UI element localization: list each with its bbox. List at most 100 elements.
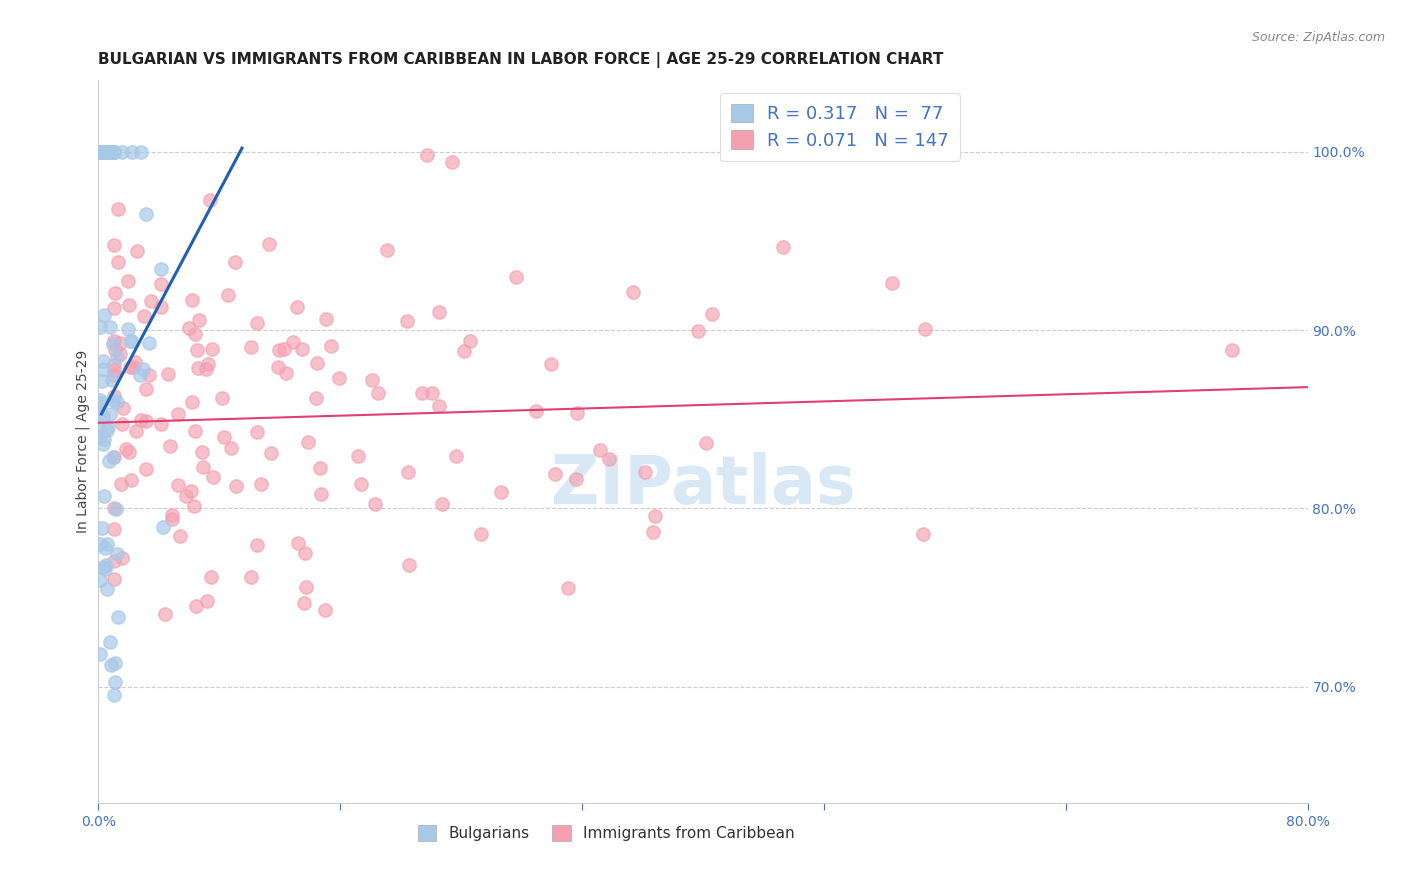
Point	[444, 449, 467, 463]
Point	[89, 537, 111, 551]
Point	[103, 450, 125, 465]
Point	[115, 442, 138, 456]
Point	[103, 145, 125, 159]
Point	[489, 485, 512, 500]
Point	[211, 391, 233, 405]
Point	[914, 321, 936, 335]
Point	[103, 554, 125, 568]
Point	[305, 356, 328, 370]
Point	[183, 499, 205, 513]
Point	[98, 634, 121, 648]
Point	[111, 401, 134, 416]
Point	[157, 367, 180, 381]
Point	[249, 477, 271, 491]
Point	[90, 145, 112, 159]
Point	[214, 430, 236, 444]
Point	[117, 274, 139, 288]
Point	[93, 145, 115, 159]
Point	[104, 656, 127, 670]
Point	[160, 512, 183, 526]
Point	[686, 324, 709, 338]
Point	[347, 449, 370, 463]
Point	[772, 240, 794, 254]
Point	[297, 435, 319, 450]
Point	[291, 343, 314, 357]
Point	[93, 489, 115, 503]
Point	[150, 262, 173, 277]
Point	[98, 407, 121, 421]
Point	[430, 497, 453, 511]
Legend: Bulgarians, Immigrants from Caribbean: Bulgarians, Immigrants from Caribbean	[412, 819, 801, 847]
Point	[111, 417, 134, 431]
Point	[89, 145, 111, 159]
Point	[91, 145, 114, 159]
Point	[94, 541, 117, 555]
Point	[138, 368, 160, 383]
Point	[89, 145, 111, 159]
Point	[89, 573, 111, 587]
Point	[152, 519, 174, 533]
Point	[118, 359, 141, 374]
Point	[183, 327, 205, 342]
Text: ZIPatlas: ZIPatlas	[551, 452, 855, 518]
Point	[90, 396, 112, 410]
Point	[470, 527, 492, 541]
Point	[97, 145, 120, 159]
Point	[91, 145, 114, 159]
Point	[295, 581, 318, 595]
Point	[588, 442, 610, 457]
Point	[96, 558, 118, 572]
Point	[90, 145, 112, 159]
Point	[186, 343, 208, 357]
Point	[176, 489, 198, 503]
Point	[132, 309, 155, 323]
Point	[104, 674, 127, 689]
Point	[420, 386, 443, 401]
Point	[129, 413, 152, 427]
Point	[135, 461, 157, 475]
Point	[89, 407, 111, 421]
Point	[544, 467, 567, 482]
Point	[200, 570, 222, 584]
Point	[411, 385, 433, 400]
Point	[150, 277, 173, 291]
Point	[240, 339, 263, 353]
Point	[89, 145, 111, 159]
Point	[110, 550, 132, 565]
Point	[319, 339, 342, 353]
Point	[415, 147, 437, 161]
Point	[110, 336, 132, 351]
Point	[103, 522, 125, 536]
Point	[105, 350, 128, 364]
Point	[91, 520, 114, 534]
Point	[89, 430, 111, 444]
Point	[427, 400, 450, 414]
Point	[101, 374, 124, 388]
Point	[96, 582, 118, 597]
Point	[135, 413, 157, 427]
Point	[695, 436, 717, 450]
Point	[197, 357, 219, 371]
Point	[375, 243, 398, 257]
Point	[117, 322, 139, 336]
Point	[287, 535, 309, 549]
Point	[105, 502, 128, 516]
Point	[103, 301, 125, 315]
Point	[880, 276, 903, 290]
Point	[458, 334, 481, 349]
Point	[118, 445, 141, 459]
Point	[565, 473, 588, 487]
Point	[94, 145, 117, 159]
Point	[125, 424, 148, 438]
Point	[305, 391, 328, 405]
Point	[120, 334, 142, 348]
Point	[540, 357, 562, 371]
Text: BULGARIAN VS IMMIGRANTS FROM CARIBBEAN IN LABOR FORCE | AGE 25-29 CORRELATION CH: BULGARIAN VS IMMIGRANTS FROM CARIBBEAN I…	[98, 52, 943, 68]
Point	[103, 572, 125, 586]
Point	[700, 307, 723, 321]
Point	[643, 524, 665, 539]
Point	[159, 439, 181, 453]
Point	[598, 452, 620, 467]
Point	[89, 320, 111, 334]
Point	[180, 395, 202, 409]
